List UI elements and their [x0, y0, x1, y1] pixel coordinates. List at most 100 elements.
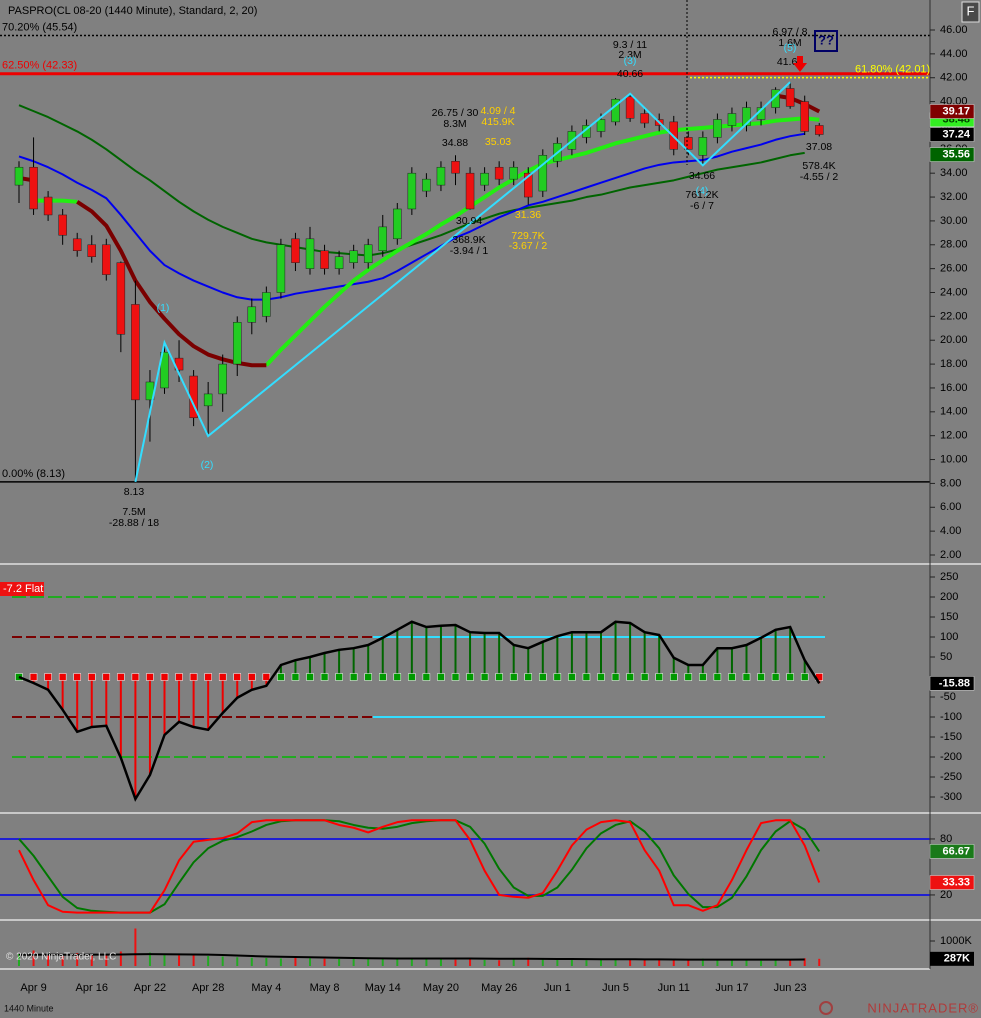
- x-tick-label: Jun 1: [544, 982, 571, 994]
- value-box-label: 35.56: [942, 148, 970, 160]
- candle-body: [218, 363, 227, 395]
- candle-body: [305, 238, 315, 269]
- cci-sign: [379, 673, 387, 681]
- candle-body: [611, 98, 620, 123]
- candle-body: [363, 244, 373, 263]
- annotation: 6.97 / 8: [772, 26, 807, 38]
- toggle-button-label[interactable]: F: [967, 3, 975, 18]
- candle-body: [684, 137, 693, 150]
- candle-body: [727, 113, 737, 126]
- y-tick-label: 28.00: [940, 239, 968, 251]
- value-box: [929, 147, 975, 162]
- y-tick-label: 20.00: [940, 334, 968, 346]
- candle-body: [247, 306, 257, 323]
- annotation: -3.67 / 2: [509, 240, 548, 252]
- annotation: 34.88: [442, 137, 468, 149]
- candle-body: [815, 125, 824, 135]
- indicator-title: -7.2 Flat: [3, 583, 43, 595]
- annotation: 26.75 / 30: [432, 107, 479, 119]
- annotation: 368.9K: [452, 234, 485, 246]
- cci-sign: [88, 673, 96, 681]
- cci-sign: [189, 673, 198, 681]
- candle-body: [131, 304, 140, 401]
- x-tick-label: Jun 23: [774, 982, 807, 994]
- cci-sign: [29, 673, 38, 681]
- annotation: (1): [157, 302, 170, 314]
- annotation: (2): [201, 459, 214, 471]
- annotation: ??: [818, 32, 834, 47]
- y-tick-label: -50: [940, 691, 956, 703]
- cci-sign: [393, 673, 402, 681]
- y-tick-label: 250: [940, 571, 958, 583]
- cci-sign: [306, 673, 314, 681]
- candle-body: [72, 238, 82, 251]
- candle-body: [538, 155, 548, 192]
- candle-body: [43, 196, 53, 216]
- value-box: [929, 676, 975, 691]
- y-tick-label: -100: [940, 711, 962, 723]
- cci-sign: [640, 673, 649, 681]
- cci-sign: [757, 673, 765, 681]
- cci-sign: [73, 673, 81, 681]
- annotation: 8.13: [124, 486, 145, 498]
- y-tick-label: 10.00: [940, 453, 968, 465]
- y-tick-label: 200: [940, 591, 958, 603]
- y-tick-label: 30.00: [940, 215, 968, 227]
- fib-level-label: 0.00% (8.13): [2, 468, 65, 480]
- annotation: 30.94: [456, 215, 482, 227]
- candle-body: [87, 244, 96, 257]
- candle-body: [160, 351, 169, 389]
- value-box-label: 39.17: [942, 105, 970, 117]
- candle-body: [422, 178, 431, 192]
- cci-sign: [786, 673, 794, 681]
- fib-level-label: 61.80% (42.01): [855, 64, 930, 76]
- cci-sign: [800, 673, 809, 681]
- x-tick-label: May 14: [365, 982, 401, 994]
- annotation: 8.3M: [443, 118, 466, 130]
- indicator-title-box: [0, 582, 44, 596]
- panel: [18, 928, 821, 966]
- candle-body: [233, 322, 242, 365]
- cci-sign: [335, 673, 343, 681]
- toggle-button[interactable]: [961, 1, 980, 23]
- y-tick-label: 42.00: [940, 72, 968, 84]
- cci-sign: [670, 673, 678, 681]
- cci-sign: [568, 673, 576, 681]
- cci-line: [18, 620, 821, 802]
- y-tick-label: 16.00: [940, 382, 968, 394]
- candle-body: [800, 101, 809, 132]
- cci-sign: [175, 673, 183, 681]
- cci-sign: [262, 673, 271, 681]
- value-box: [929, 875, 975, 890]
- candle-body: [742, 107, 751, 126]
- cci-sign: [553, 673, 562, 681]
- y-tick-label: 18.00: [940, 358, 968, 370]
- y-tick-label: 14.00: [940, 406, 968, 418]
- y-tick-label: 100: [940, 631, 958, 643]
- copyright: © 2020 NinjaTrader, LLC: [6, 952, 116, 963]
- cci-sign: [102, 673, 111, 681]
- cci-sign: [248, 673, 256, 681]
- cci-sign: [611, 673, 620, 681]
- cci-sign: [597, 673, 605, 681]
- y-tick-label: -250: [940, 771, 962, 783]
- chart-title: PASPRO(CL 08-20 (1440 Minute), Standard,…: [8, 5, 257, 17]
- cci-sign: [495, 673, 503, 681]
- cci-sign: [742, 673, 751, 681]
- panel: [12, 596, 825, 802]
- candle-body: [378, 226, 387, 251]
- y-tick-label: 46.00: [940, 24, 968, 36]
- candle-body: [393, 208, 402, 240]
- annotation: 4.09 / 4: [480, 105, 515, 117]
- y-tick-label: 32.00: [940, 191, 968, 203]
- indicator-line: [775, 93, 821, 114]
- cci-sign: [58, 673, 67, 681]
- candle-body: [291, 238, 300, 263]
- y-tick-label: 6.00: [940, 501, 961, 513]
- candle-body: [262, 292, 271, 317]
- annotation: 415.9K: [481, 116, 514, 128]
- fib-level-label: 70.20% (45.54): [2, 21, 77, 33]
- annotation: 37.08: [806, 141, 832, 153]
